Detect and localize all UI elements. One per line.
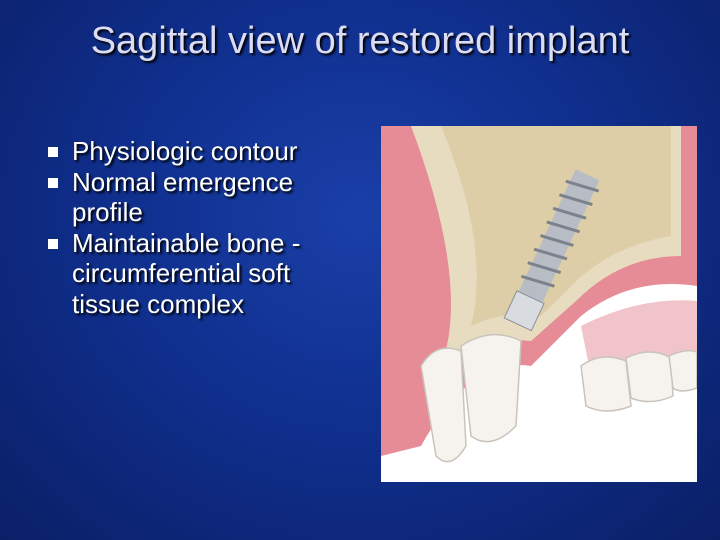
implant-illustration <box>381 126 697 482</box>
bullet-list: Physiologic contour Normal emergence pro… <box>48 136 358 319</box>
slide-title: Sagittal view of restored implant <box>90 20 630 62</box>
bullet: Normal emergence profile <box>48 167 358 228</box>
bullet: Physiologic contour <box>48 136 358 167</box>
bullet: Maintainable bone -circumferential soft … <box>48 228 358 320</box>
